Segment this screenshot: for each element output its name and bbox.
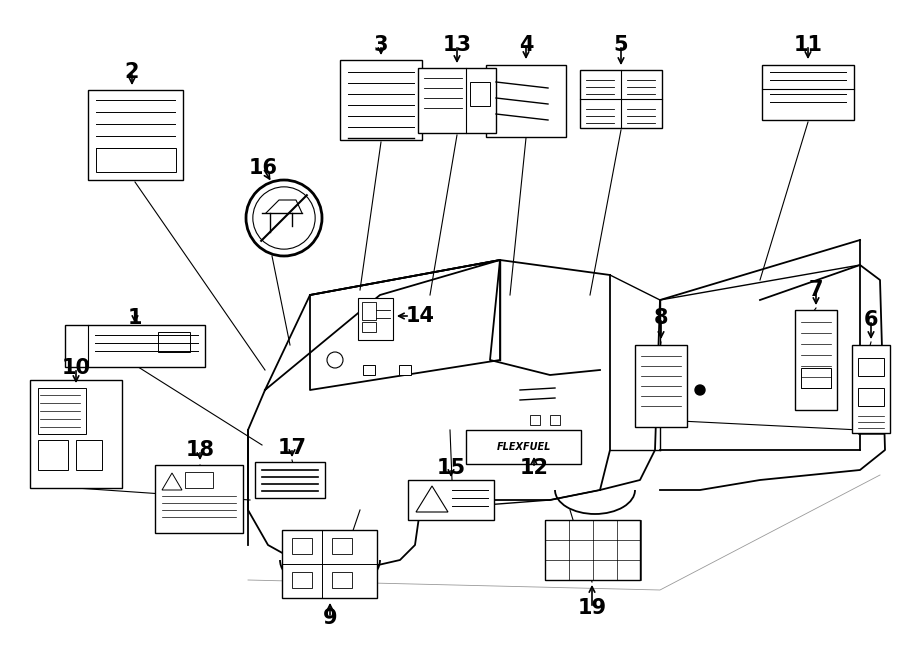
Text: 14: 14 (406, 306, 435, 326)
Text: 10: 10 (61, 358, 91, 378)
Bar (96, 148, 176, 172)
Bar (858, 388, 884, 406)
Text: 8: 8 (653, 308, 668, 328)
Bar (408, 480, 494, 520)
Bar (470, 82, 490, 106)
Bar (255, 462, 325, 498)
Bar (88, 90, 183, 180)
Bar (399, 365, 411, 375)
Text: 16: 16 (248, 158, 277, 178)
Bar (332, 538, 352, 554)
Text: 1: 1 (128, 308, 142, 328)
Bar (358, 298, 393, 340)
Bar (635, 345, 687, 427)
Circle shape (327, 352, 343, 368)
Bar (530, 415, 540, 425)
Bar (418, 68, 496, 133)
Bar (580, 70, 662, 128)
Bar (158, 332, 190, 352)
Bar (155, 465, 243, 533)
Text: 6: 6 (864, 310, 878, 330)
Bar (362, 302, 376, 320)
Bar (852, 345, 890, 433)
Bar (545, 520, 640, 580)
Bar (292, 538, 312, 554)
Text: 5: 5 (614, 35, 628, 55)
Bar (858, 358, 884, 376)
Bar (362, 322, 376, 332)
Text: 9: 9 (323, 608, 338, 628)
Bar (762, 65, 854, 120)
Bar (332, 572, 352, 588)
Bar (282, 530, 377, 598)
Bar (550, 415, 560, 425)
Bar (340, 60, 422, 140)
Bar (466, 430, 581, 464)
Bar (795, 310, 837, 410)
Bar (486, 65, 566, 137)
Text: 13: 13 (443, 35, 472, 55)
Circle shape (246, 180, 322, 256)
Bar (38, 388, 86, 434)
Text: 3: 3 (374, 35, 388, 55)
Bar (30, 380, 122, 488)
Bar (185, 472, 213, 488)
Bar (645, 390, 660, 405)
Text: FLEXFUEL: FLEXFUEL (497, 442, 551, 452)
Text: 7: 7 (809, 280, 824, 300)
Text: 2: 2 (125, 62, 140, 82)
Text: 19: 19 (578, 598, 607, 618)
Polygon shape (416, 486, 448, 512)
Text: 18: 18 (185, 440, 214, 460)
Text: 4: 4 (518, 35, 533, 55)
Circle shape (253, 187, 315, 249)
Circle shape (695, 385, 705, 395)
Bar (292, 572, 312, 588)
Bar (801, 368, 831, 388)
Bar (65, 325, 205, 367)
Bar (363, 365, 375, 375)
Polygon shape (162, 473, 182, 490)
Text: 11: 11 (794, 35, 823, 55)
Text: 15: 15 (436, 458, 465, 478)
Text: 12: 12 (519, 458, 548, 478)
Bar (76, 440, 102, 470)
Text: 17: 17 (277, 438, 307, 458)
Bar (38, 440, 68, 470)
